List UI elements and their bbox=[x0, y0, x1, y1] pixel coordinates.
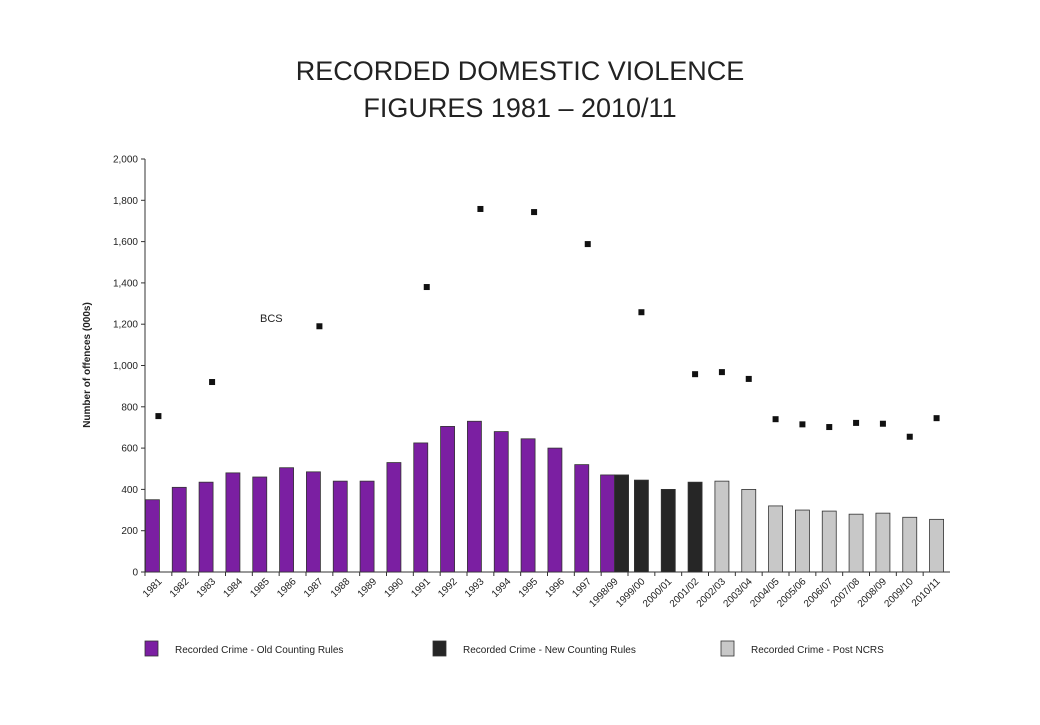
chart-title: FIGURES 1981 – 2010/11 bbox=[363, 93, 676, 123]
x-tick-label: 1997 bbox=[570, 576, 594, 600]
x-tick-label: 1985 bbox=[248, 576, 272, 600]
y-tick-label: 1,200 bbox=[113, 320, 138, 331]
line-marker bbox=[584, 241, 591, 248]
x-tick-label: 1996 bbox=[544, 576, 568, 600]
x-tick-label: 1989 bbox=[356, 576, 380, 600]
legend-label: Recorded Crime - Old Counting Rules bbox=[175, 645, 343, 656]
bar bbox=[306, 471, 321, 573]
line-marker bbox=[477, 205, 484, 212]
line-marker bbox=[745, 375, 752, 382]
x-tick-label: 1981 bbox=[141, 576, 165, 600]
x-tick-label: 1994 bbox=[490, 576, 514, 600]
bar bbox=[225, 472, 241, 573]
bar bbox=[929, 518, 944, 573]
y-tick-label: 600 bbox=[121, 444, 138, 455]
chart-title: RECORDED DOMESTIC VIOLENCE bbox=[296, 56, 745, 86]
line-marker bbox=[879, 420, 886, 427]
legend-label: Recorded Crime - New Counting Rules bbox=[463, 645, 636, 656]
line-marker bbox=[718, 369, 725, 376]
x-tick-label: 1992 bbox=[436, 576, 460, 600]
legend-swatch bbox=[720, 640, 735, 657]
line-marker bbox=[531, 209, 538, 216]
y-tick-label: 400 bbox=[121, 485, 138, 496]
bar bbox=[279, 467, 294, 573]
y-tick-label: 2,000 bbox=[113, 155, 138, 166]
line-marker bbox=[826, 424, 833, 431]
x-tick-label: 1993 bbox=[463, 576, 487, 600]
bar bbox=[493, 431, 509, 573]
line-marker bbox=[155, 413, 162, 420]
bar bbox=[440, 426, 455, 573]
bar bbox=[386, 462, 402, 573]
annotation: BCS bbox=[260, 313, 283, 325]
x-tick-label: 1990 bbox=[383, 576, 407, 600]
bar bbox=[821, 510, 837, 573]
bar bbox=[252, 476, 268, 573]
bar bbox=[795, 509, 810, 573]
bar bbox=[332, 480, 348, 573]
line-marker bbox=[799, 421, 806, 428]
line-marker bbox=[692, 371, 699, 378]
y-tick-label: 1,800 bbox=[113, 196, 138, 207]
y-tick-label: 800 bbox=[121, 402, 138, 413]
bar bbox=[741, 488, 757, 573]
y-tick-label: 1,000 bbox=[113, 361, 138, 372]
x-tick-label: 1995 bbox=[517, 576, 541, 600]
bar bbox=[902, 516, 918, 573]
bar bbox=[547, 447, 563, 573]
bar bbox=[359, 480, 375, 573]
x-tick-label: 1983 bbox=[195, 576, 219, 600]
x-tick-label: 2009/10 bbox=[883, 576, 917, 610]
y-tick-label: 1,600 bbox=[113, 237, 138, 248]
line-marker bbox=[209, 379, 216, 386]
bar bbox=[198, 481, 214, 573]
bar bbox=[660, 488, 676, 573]
legend-swatch bbox=[432, 640, 447, 657]
y-tick-label: 1,400 bbox=[113, 278, 138, 289]
line-marker bbox=[638, 309, 645, 316]
line-marker bbox=[316, 323, 323, 330]
y-axis-label: Number of offences (000s) bbox=[82, 302, 93, 428]
bar bbox=[467, 420, 482, 573]
bar bbox=[600, 474, 615, 573]
bar bbox=[574, 464, 590, 573]
x-tick-label: 1982 bbox=[168, 576, 192, 600]
bar bbox=[614, 474, 629, 573]
bar bbox=[520, 438, 536, 573]
x-tick-label: 2010/11 bbox=[910, 576, 943, 609]
x-tick-label: 1988 bbox=[329, 576, 353, 600]
bar bbox=[848, 513, 864, 573]
legend-label: Recorded Crime - Post NCRS bbox=[751, 645, 884, 656]
y-tick-label: 200 bbox=[121, 526, 138, 537]
bar bbox=[145, 499, 160, 573]
x-tick-label: 1984 bbox=[222, 576, 246, 600]
x-tick-label: 1986 bbox=[275, 576, 299, 600]
bar bbox=[875, 512, 891, 573]
bar bbox=[768, 505, 783, 573]
line-marker bbox=[933, 415, 940, 422]
bar bbox=[171, 486, 187, 573]
line-marker bbox=[853, 419, 860, 426]
bar bbox=[413, 442, 429, 573]
bar bbox=[687, 481, 703, 573]
bar bbox=[714, 480, 730, 573]
y-tick-label: 0 bbox=[132, 568, 138, 579]
x-tick-label: 1987 bbox=[302, 576, 326, 600]
x-tick-label: 1991 bbox=[409, 576, 433, 600]
line-marker bbox=[772, 416, 779, 423]
legend-swatch bbox=[144, 640, 159, 657]
bar bbox=[634, 479, 649, 573]
line-marker bbox=[423, 284, 430, 291]
line-marker bbox=[906, 433, 913, 440]
